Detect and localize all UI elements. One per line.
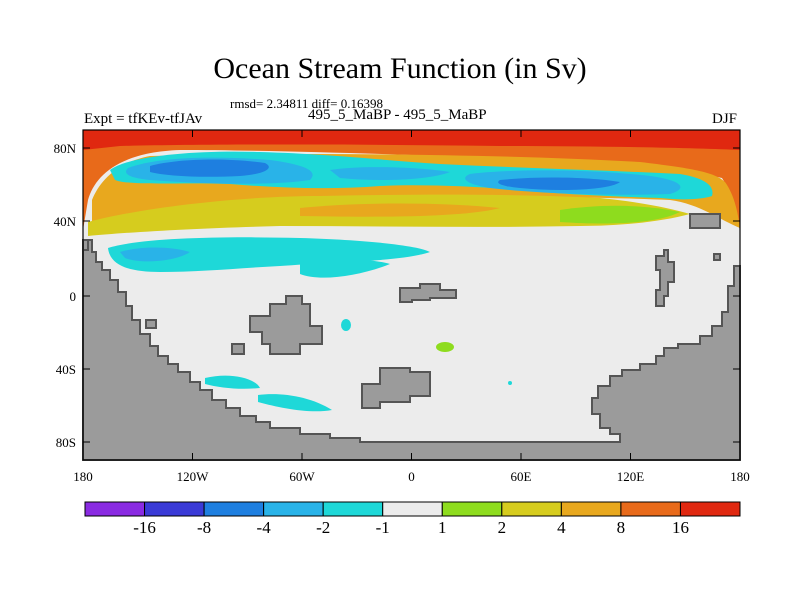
plot-area bbox=[82, 129, 741, 461]
lat-tick-label: 40N bbox=[54, 214, 77, 229]
colorbar-label: 4 bbox=[557, 518, 566, 537]
lon-tick-label: 180 bbox=[730, 469, 750, 484]
negative-contour-4b bbox=[498, 177, 620, 190]
lon-tick-label: 120W bbox=[177, 469, 210, 484]
positive-contour-8b bbox=[300, 203, 500, 217]
lon-tick-label: 60E bbox=[511, 469, 532, 484]
experiment-label: Expt = tfKEv-tfJAv bbox=[84, 111, 203, 127]
green-patch bbox=[436, 342, 454, 352]
colorbar-swatch bbox=[560, 501, 622, 517]
lon-tick-label: 180 bbox=[73, 469, 93, 484]
stats-label: rmsd= 2.34811 diff= 0.16398 bbox=[230, 96, 383, 111]
colorbar-label: -4 bbox=[257, 518, 272, 537]
positive-contour-2 bbox=[560, 205, 680, 224]
positive-contour-max bbox=[83, 130, 740, 150]
colorbar-swatch bbox=[84, 501, 146, 517]
colorbar-swatch bbox=[322, 501, 384, 517]
lon-tick-label: 120E bbox=[617, 469, 645, 484]
colorbar-swatch bbox=[501, 501, 562, 517]
land-continent-w bbox=[249, 295, 323, 355]
land-islet-4 bbox=[82, 239, 89, 251]
lat-tick-label: 40S bbox=[56, 362, 76, 377]
season-label: DJF bbox=[712, 111, 738, 127]
colorbar-label: 16 bbox=[672, 518, 689, 537]
cyan-patch-4 bbox=[258, 394, 332, 412]
lat-tick-label: 0 bbox=[70, 289, 77, 304]
cyan-patch-3 bbox=[205, 375, 260, 389]
land-island-e bbox=[655, 249, 675, 307]
land-islet-3 bbox=[713, 253, 721, 261]
tropical-negative-contour bbox=[108, 237, 430, 272]
colorbar-label: -8 bbox=[197, 518, 211, 537]
land-islet-1 bbox=[145, 319, 157, 329]
colorbar-swatch bbox=[441, 501, 503, 517]
colorbar-label: 2 bbox=[498, 518, 507, 537]
positive-contour-16 bbox=[83, 130, 740, 230]
lat-tick-label: 80S bbox=[56, 435, 76, 450]
land-islet-2 bbox=[231, 343, 245, 355]
land-island-eq bbox=[399, 283, 457, 303]
negative-contour-2c bbox=[330, 167, 450, 180]
tropical-negative-contour-2 bbox=[120, 247, 190, 262]
land-continent-s bbox=[361, 367, 431, 409]
map-title: Ocean Stream Function (in Sv) bbox=[213, 52, 587, 85]
lon-tick-label: 60W bbox=[289, 469, 315, 484]
colorbar: -16 -8 -4 -2 -1 1 2 4 8 16 bbox=[84, 501, 741, 537]
cyan-patch-1 bbox=[341, 319, 351, 331]
colorbar-label: -1 bbox=[376, 518, 390, 537]
latitude-axis: 80N 40N 0 40S 80S bbox=[54, 141, 740, 450]
lon-tick-label: 0 bbox=[408, 469, 415, 484]
longitude-axis: 180 120W 60W 0 60E 120E 180 bbox=[73, 130, 750, 484]
colorbar-swatch bbox=[382, 501, 443, 517]
colorbar-swatch bbox=[144, 501, 205, 517]
colorbar-swatch bbox=[203, 501, 265, 517]
colorbar-swatch bbox=[620, 501, 681, 517]
case-label: 495_5_MaBP - 495_5_MaBP bbox=[308, 107, 487, 123]
colorbar-swatch bbox=[263, 501, 324, 517]
colorbar-label: -2 bbox=[316, 518, 330, 537]
colorbar-label: -16 bbox=[133, 518, 156, 537]
negative-contour-4 bbox=[150, 159, 269, 177]
land-island-ne bbox=[689, 213, 721, 229]
tropical-negative-contour-b bbox=[300, 259, 390, 278]
cyan-patch-2 bbox=[508, 381, 512, 385]
lat-tick-label: 80N bbox=[54, 141, 77, 156]
colorbar-swatch bbox=[679, 501, 741, 517]
land-south bbox=[82, 239, 741, 461]
land-masses bbox=[82, 213, 741, 461]
colorbar-label: 1 bbox=[438, 518, 447, 537]
colorbar-label: 8 bbox=[617, 518, 626, 537]
